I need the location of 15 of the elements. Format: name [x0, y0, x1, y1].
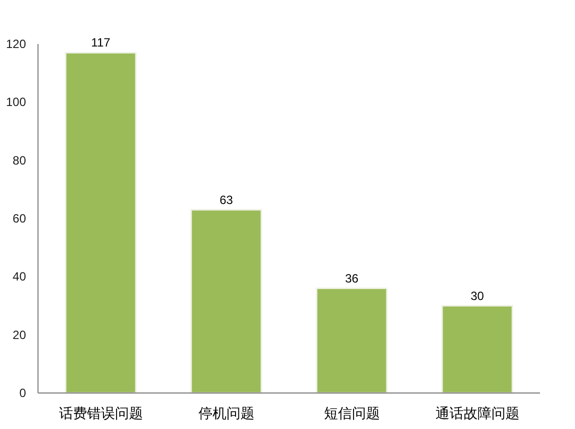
x-tick-label: 停机问题 [198, 405, 254, 421]
x-tick-label: 通话故障问题 [435, 405, 520, 421]
data-label: 36 [345, 271, 359, 286]
y-tick-label: 60 [12, 212, 26, 226]
y-tick-label: 100 [6, 95, 26, 110]
data-label: 117 [91, 36, 111, 50]
y-tick-label: 80 [12, 153, 26, 168]
x-tick-label: 话费错误问题 [58, 405, 143, 421]
data-label: 63 [220, 192, 234, 207]
y-tick-label: 0 [19, 386, 26, 400]
data-label: 30 [470, 288, 484, 303]
x-tick-label: 短信问题 [324, 405, 380, 421]
y-tick-label: 120 [6, 37, 26, 51]
y-tick-label: 20 [12, 328, 26, 342]
y-tick-label: 40 [12, 270, 26, 284]
